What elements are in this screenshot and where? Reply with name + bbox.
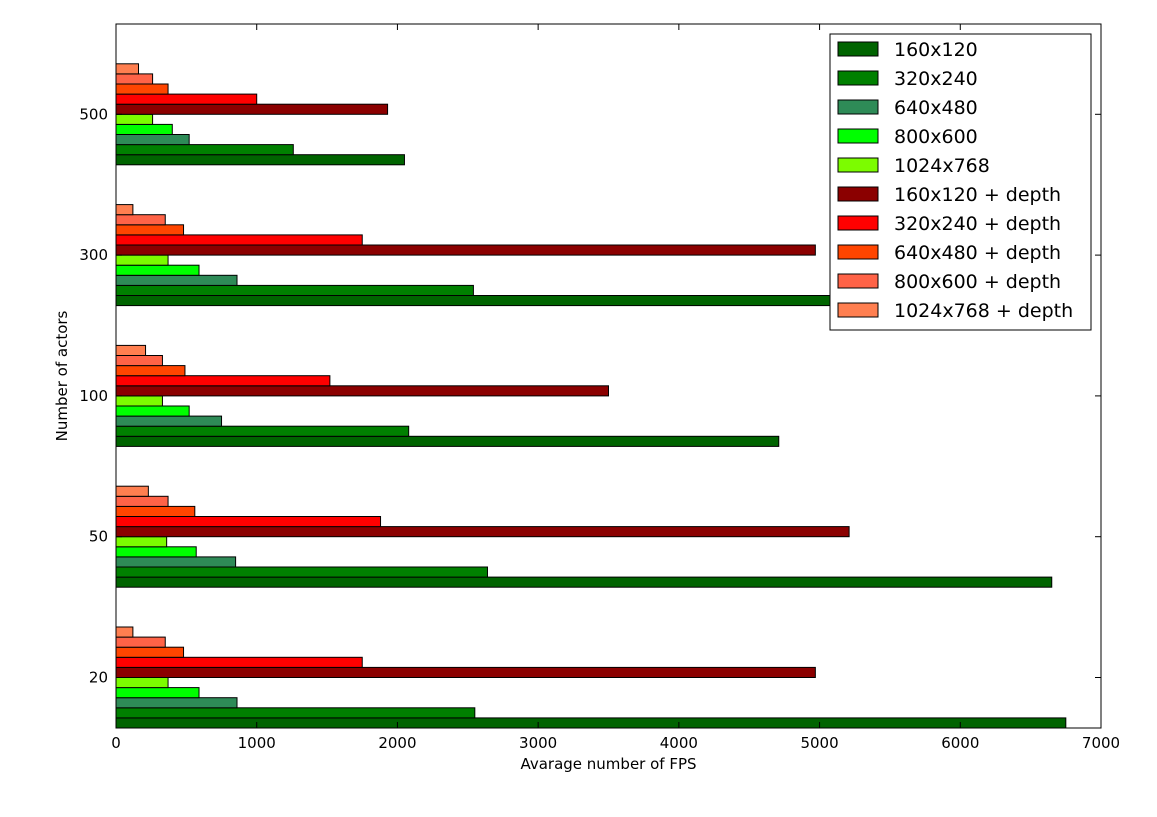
bar-500-320x240-plus-depth xyxy=(115,93,258,105)
bar-50-1024x768 xyxy=(115,536,168,548)
bars-group xyxy=(115,63,1067,729)
bar-500-1024x768 xyxy=(115,113,154,125)
bar-50-640x480-plus-depth xyxy=(115,505,196,517)
x-tick-label: 5000 xyxy=(800,734,838,752)
legend-swatch xyxy=(837,244,879,260)
bar-20-800x600-plus-depth xyxy=(115,636,166,648)
bar-500-160x120-plus-depth xyxy=(115,103,389,115)
bar-100-320x240-plus-depth xyxy=(115,375,331,387)
legend-swatch xyxy=(837,128,879,144)
legend-swatch xyxy=(837,215,879,231)
x-tick-label: 4000 xyxy=(660,734,698,752)
y-tick-label: 300 xyxy=(79,246,108,264)
bar-500-160x120 xyxy=(115,154,405,166)
bar-100-640x480-plus-depth xyxy=(115,365,186,377)
bar-20-320x240 xyxy=(115,707,476,719)
legend-swatch xyxy=(837,186,879,202)
legend: 160x120 320x240 640x480 800x600 1024x768 160x… xyxy=(829,33,1092,331)
legend-entry: 320x240 xyxy=(894,68,978,90)
bar-500-320x240 xyxy=(115,144,294,156)
bar-100-800x600 xyxy=(115,405,190,417)
legend-swatch xyxy=(837,157,879,173)
bar-20-320x240-plus-depth xyxy=(115,656,363,668)
y-tick-label: 100 xyxy=(79,387,108,405)
bar-20-160x120 xyxy=(115,717,1067,729)
bar-50-320x240-plus-depth xyxy=(115,516,382,528)
bar-300-1024x768 xyxy=(115,254,169,266)
bar-500-640x480 xyxy=(115,134,190,146)
y-axis-label: Number of actors xyxy=(53,310,71,441)
legend-entry: 1024x768 + depth xyxy=(894,300,1073,322)
bar-20-1024x768-plus-depth xyxy=(115,626,134,638)
bar-300-320x240-plus-depth xyxy=(115,234,363,246)
bar-20-640x480 xyxy=(115,697,238,709)
bar-300-160x120 xyxy=(115,295,860,307)
bar-300-640x480-plus-depth xyxy=(115,224,185,236)
axes-group: 0 1000 2000 3000 4000 5000 6000 7000 20 50 100 300 5… xyxy=(79,23,1120,752)
legend-swatch xyxy=(837,41,879,57)
bar-300-160x120-plus-depth xyxy=(115,244,816,256)
bar-500-800x600-plus-depth xyxy=(115,73,154,85)
x-tick-label: 1000 xyxy=(238,734,276,752)
x-tick-label: 3000 xyxy=(519,734,557,752)
bar-300-800x600 xyxy=(115,264,200,276)
x-tick-label: 6000 xyxy=(941,734,979,752)
bar-100-1024x768-plus-depth xyxy=(115,344,147,356)
legend-swatch xyxy=(837,99,879,115)
bar-300-1024x768-plus-depth xyxy=(115,204,134,216)
x-tick-label: 7000 xyxy=(1082,734,1120,752)
legend-entry: 640x480 + depth xyxy=(894,242,1061,264)
bar-20-640x480-plus-depth xyxy=(115,646,185,658)
legend-entry: 160x120 xyxy=(894,39,978,61)
x-tick-label: 2000 xyxy=(378,734,416,752)
bar-20-160x120-plus-depth xyxy=(115,666,816,679)
y-tick-label: 50 xyxy=(89,528,108,546)
legend-entry: 640x480 xyxy=(894,97,978,119)
bar-50-160x120 xyxy=(115,576,1053,588)
bar-50-160x120-plus-depth xyxy=(115,526,850,538)
x-tick-label: 0 xyxy=(111,734,121,752)
legend-entry: 320x240 + depth xyxy=(894,213,1061,235)
legend-entry: 800x600 xyxy=(894,126,978,148)
legend-entry: 1024x768 xyxy=(894,155,990,177)
bar-20-1024x768 xyxy=(115,677,169,689)
legend-entry: 160x120 + depth xyxy=(894,184,1061,206)
legend-swatch xyxy=(837,273,879,289)
bar-100-640x480 xyxy=(115,415,223,427)
bar-100-160x120 xyxy=(115,435,780,447)
bar-100-160x120-plus-depth xyxy=(115,385,609,397)
x-axis-label: Avarage number of FPS xyxy=(520,755,696,773)
bar-50-800x600 xyxy=(115,546,197,558)
bar-300-800x600-plus-depth xyxy=(115,214,166,226)
bar-20-800x600 xyxy=(115,687,200,699)
bar-50-320x240 xyxy=(115,566,488,578)
legend-swatch xyxy=(837,302,879,318)
bar-50-1024x768-plus-depth xyxy=(115,485,149,497)
bar-500-1024x768-plus-depth xyxy=(115,63,140,75)
bar-500-800x600 xyxy=(115,123,173,136)
y-tick-label: 500 xyxy=(79,105,108,123)
bar-100-1024x768 xyxy=(115,395,163,407)
legend-swatch xyxy=(837,70,879,86)
bar-500-640x480-plus-depth xyxy=(115,83,169,95)
bar-300-640x480 xyxy=(115,274,238,286)
legend-entry: 800x600 + depth xyxy=(894,271,1061,293)
plot-frame xyxy=(115,23,1102,729)
bar-300-320x240 xyxy=(115,284,474,296)
bar-100-800x600-plus-depth xyxy=(115,355,163,367)
bar-50-800x600-plus-depth xyxy=(115,495,169,507)
y-tick-label: 20 xyxy=(89,669,108,687)
bar-50-640x480 xyxy=(115,556,237,568)
bar-100-320x240 xyxy=(115,425,410,437)
